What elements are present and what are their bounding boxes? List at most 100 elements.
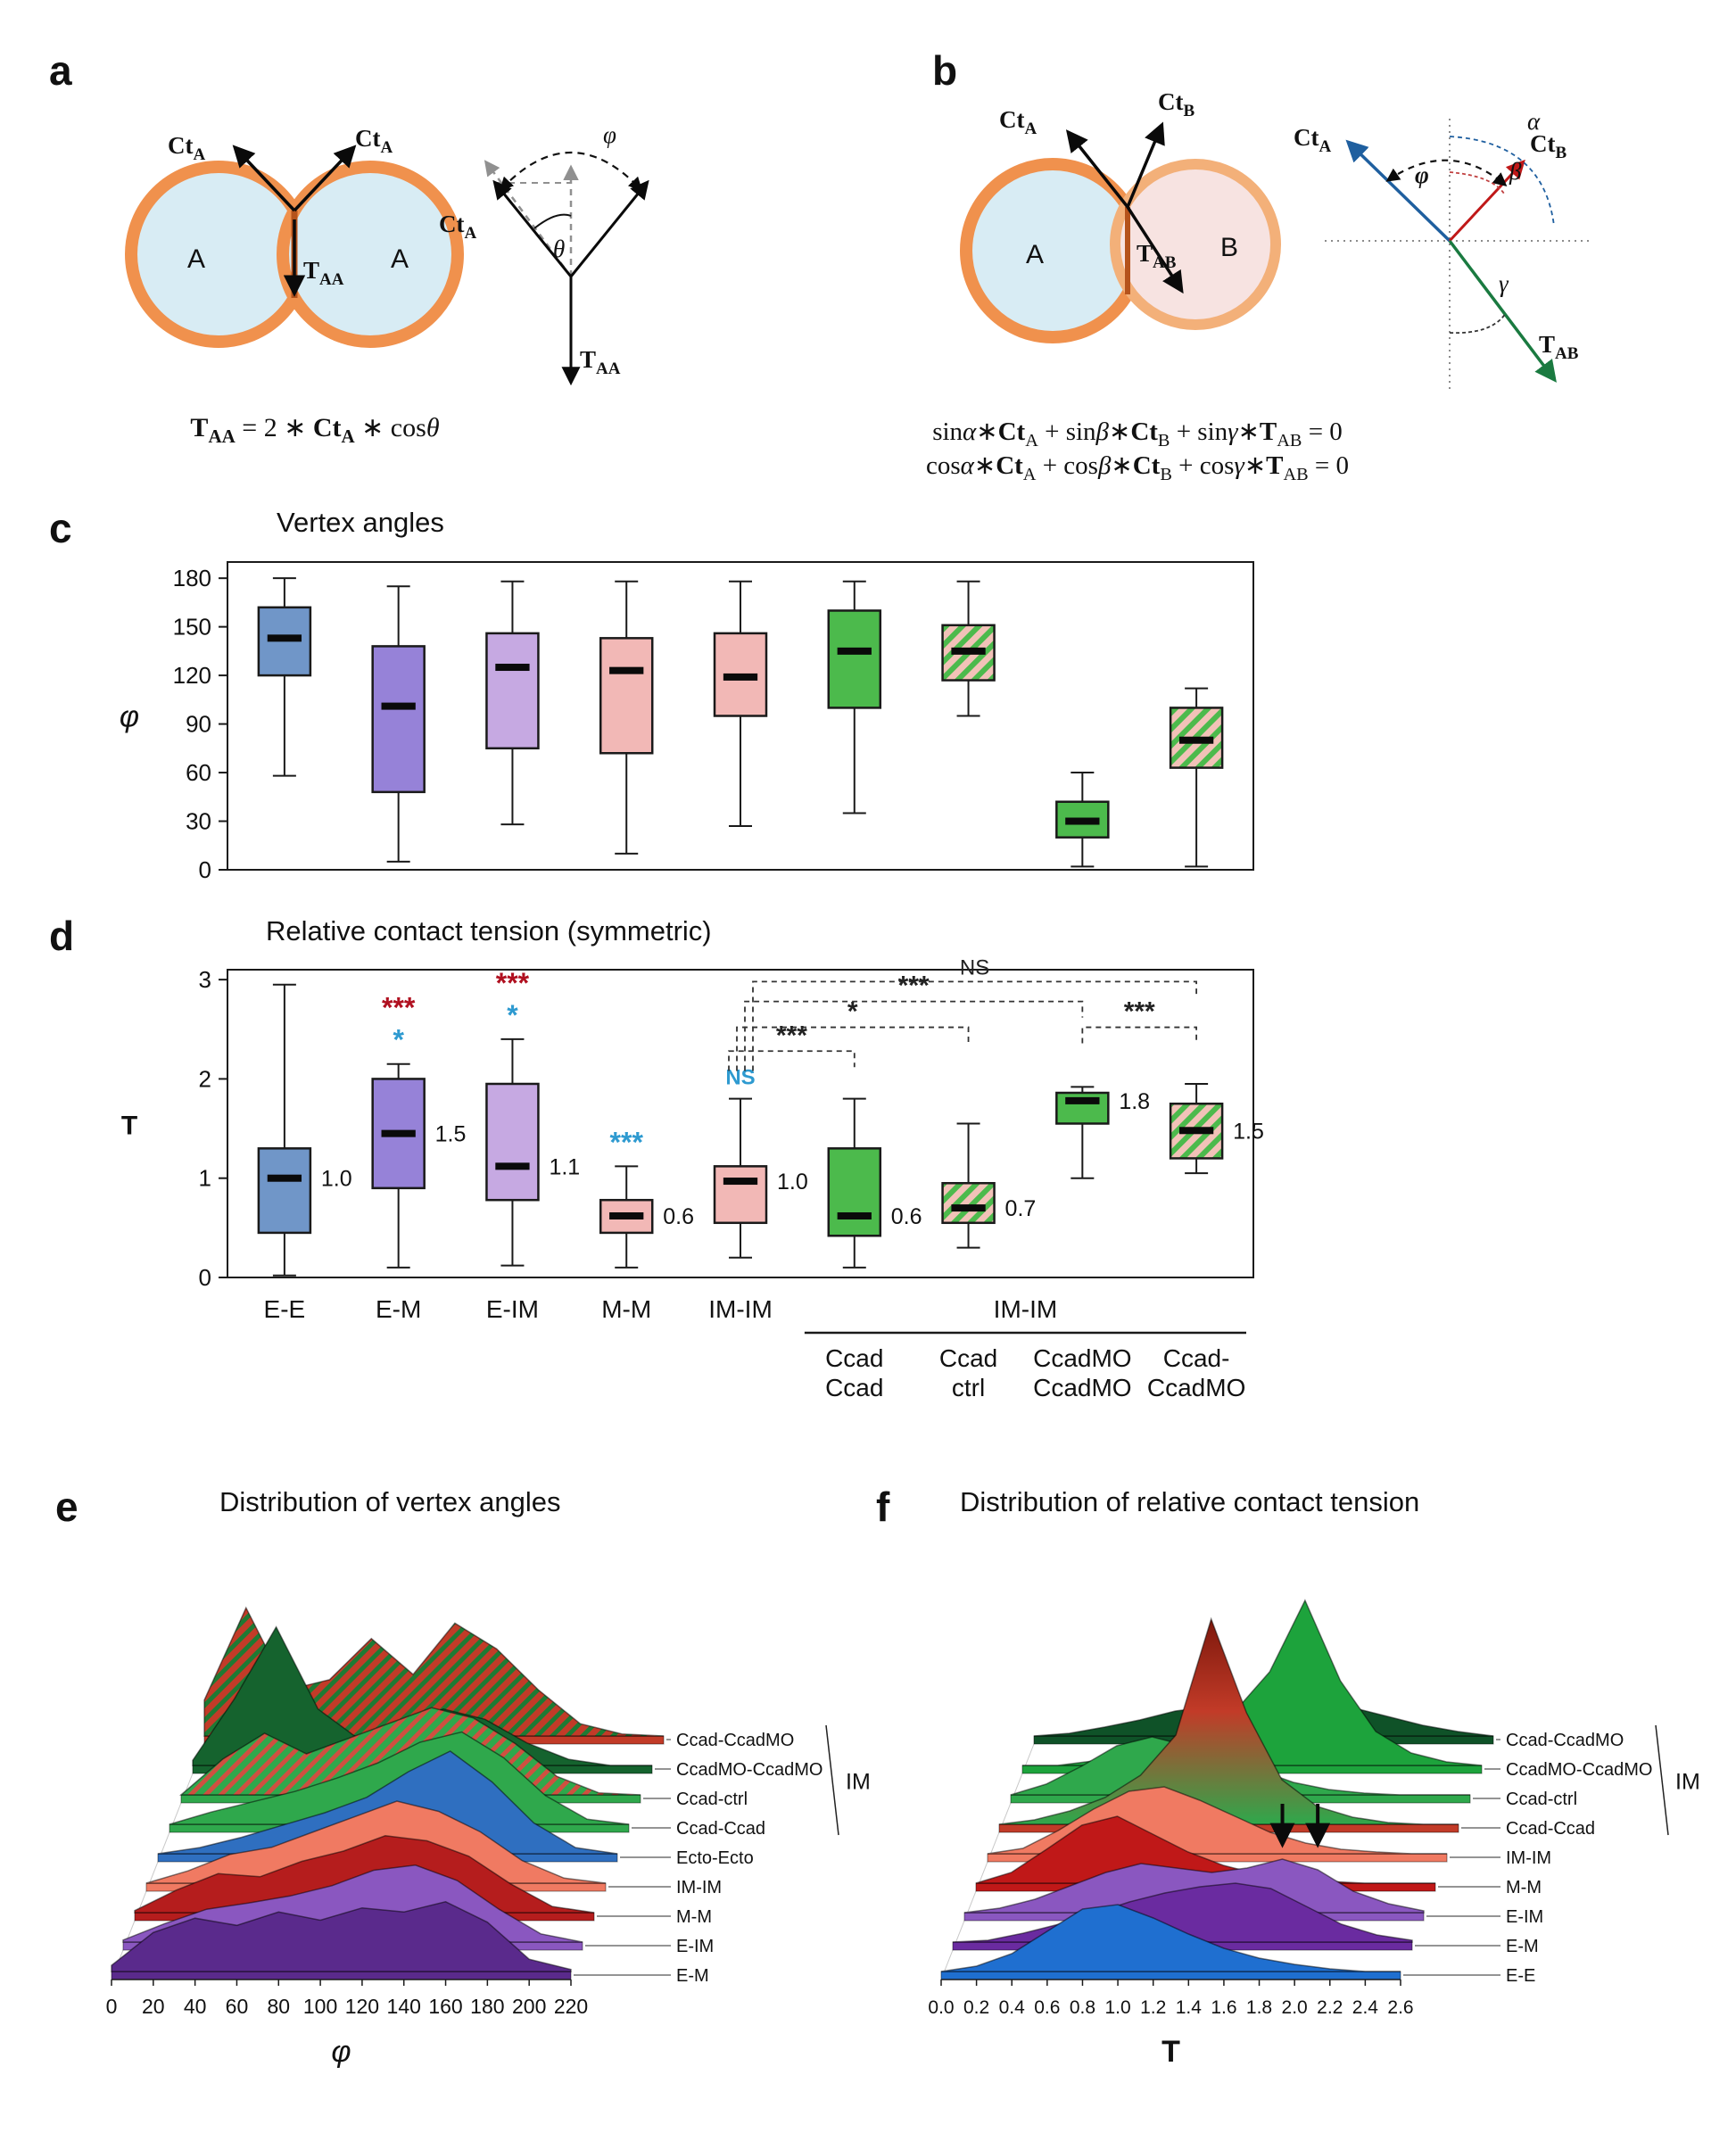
box-E-E: 1.0 [257, 983, 352, 1277]
equation-segment: AB [1277, 430, 1302, 451]
ridge-label: Ccad-ctrl [1506, 1790, 1577, 1809]
x-axis-label: T [1161, 2035, 1180, 2069]
x-category-label: M-M [601, 1295, 651, 1323]
group-sublabel: Ccad [939, 1344, 997, 1372]
ridgeplot-f: Ccad-CcadMO CcadMO-CcadMO Ccad-ctrl Ccad-Cc… [928, 1599, 1700, 2069]
panel-e-letter: e [55, 1484, 79, 1530]
ctA-vector-left [232, 145, 296, 212]
tAA-label: TAA [303, 257, 344, 289]
equation-b2: cosα∗CtA + cosβ∗CtB + cosγ∗TAB = 0 [847, 450, 1427, 485]
equation-segment: Ct [1130, 417, 1158, 446]
median-value-label: 1.5 [435, 1122, 467, 1147]
iqr-box [599, 637, 654, 755]
x-tick-label: 2.6 [1387, 1997, 1413, 2018]
group-sublabel: Ccad [825, 1374, 883, 1401]
plot-border [227, 561, 1254, 871]
x-tick-label: 100 [303, 1995, 337, 2018]
y-tick-label: 90 [186, 711, 211, 738]
median-bar [381, 702, 416, 710]
ridge-row-E-E: E-E [940, 1904, 1535, 1986]
iqr-box [827, 609, 882, 709]
x-tick-label: 2.2 [1317, 1997, 1343, 2018]
panel-c-title: Vertex angles [277, 507, 444, 538]
median-bar [495, 664, 530, 672]
beta-arc [1449, 171, 1505, 194]
ctA-colored-label: CtA [1294, 124, 1332, 156]
ridge-curve [975, 1815, 1435, 1884]
im-bracket-label: IM [1675, 1770, 1700, 1795]
equation-segment: A [1025, 430, 1038, 451]
box-Ccad-Ccad [827, 580, 882, 814]
boxplot-c: 0 30 60 90 120 150 180 φ [120, 561, 1254, 883]
equation-segment: θ [426, 413, 440, 442]
y-tick-label: 0 [199, 856, 211, 883]
median-value-label: 0.6 [891, 1204, 922, 1229]
equation-segment: B [1160, 464, 1172, 484]
im-bracket-line [825, 1724, 839, 1836]
y-tick-label: 2 [199, 1065, 211, 1092]
ctA-vector [1065, 129, 1129, 209]
equation-segment: T [190, 413, 209, 442]
equation-segment: Ct [1132, 451, 1161, 480]
box-E-IM [485, 580, 540, 826]
ctA-vector-right [293, 145, 357, 212]
cell-doublet-b: CtA CtB TAB A B [960, 88, 1281, 343]
y-tick-label: 60 [186, 759, 211, 786]
im-bracket-line [1655, 1724, 1669, 1836]
equation-segment: T [1259, 417, 1277, 446]
ridge-label: IM-IM [1506, 1848, 1551, 1868]
vertex-angle-distribution-plot: Ccad-CcadMO CcadMO-CcadMO Ccad-ctrl Ccad-Cc… [106, 1606, 871, 2069]
significance-label: *** [496, 967, 530, 999]
vector-diagram-a: φ θ CtA TAA [439, 121, 649, 386]
ctA-label: CtA [999, 106, 1037, 138]
ctA-vector-diagram-right [569, 179, 649, 277]
y-axis-label: T [121, 1112, 137, 1141]
ridge-curve [940, 1904, 1401, 1972]
x-tick-label: 0.8 [1070, 1997, 1095, 2018]
vertex-angles-boxplot: 0 30 60 90 120 150 180 φ [120, 561, 1254, 883]
equation-segment: γ [1234, 451, 1244, 480]
panel-b-diagram: CtA CtB TAB A B φ α β γ CtA CtB TAB [960, 88, 1592, 393]
tAA-diagram-label: TAA [580, 346, 621, 378]
y-tick-label: 3 [199, 966, 211, 993]
ridge-band [940, 1971, 1401, 1980]
panel-e-title: Distribution of vertex angles [219, 1486, 561, 1517]
iqr-box [827, 1147, 882, 1237]
x-axis-label: φ [331, 2035, 351, 2069]
y-tick-label: 0 [199, 1264, 211, 1291]
significance-label: * [393, 1024, 404, 1056]
bracket-label: *** [898, 971, 930, 1001]
group-sublabel: Ccad [825, 1344, 883, 1372]
x-tick-label: 180 [470, 1995, 504, 2018]
ctB-vector [1126, 121, 1165, 208]
ctB-label: CtB [1158, 88, 1195, 120]
tAB-label: TAB [1137, 240, 1177, 272]
median-value-label: 1.5 [1233, 1119, 1264, 1144]
bracket-label: NS [960, 956, 989, 980]
tAB-colored-vector [1448, 239, 1557, 383]
x-tick-label: 1.4 [1176, 1997, 1203, 2018]
equation-segment: + cos [1036, 451, 1098, 480]
equation-segment: Ct [997, 417, 1026, 446]
ridge-curve [157, 1750, 618, 1855]
box-Ccad-ctrl [941, 580, 996, 717]
group-sublabel: CcadMO [1033, 1344, 1131, 1372]
equation-segment: T [1266, 451, 1284, 480]
box-Ccad-CcadMO: 1.5 [1169, 1082, 1264, 1175]
iqr-box [941, 1182, 996, 1225]
equation-segment: ∗ [1111, 451, 1133, 480]
median-value-label: 1.0 [321, 1167, 352, 1192]
median-value-label: 1.0 [777, 1170, 808, 1194]
median-bar [837, 647, 872, 655]
ctA-label-right: CtA [355, 125, 393, 157]
equation-segment: Ct [312, 413, 342, 442]
vector-diagram-b: φ α β γ CtA CtB TAB [1294, 108, 1592, 393]
gamma-arc [1449, 312, 1507, 335]
y-tick-label: 30 [186, 808, 211, 835]
median-bar [1065, 1096, 1100, 1104]
equation-segment: ∗ [1244, 451, 1267, 480]
iqr-box [485, 1082, 540, 1202]
box-IM-IM [713, 580, 768, 827]
x-tick-label: 1.8 [1246, 1997, 1272, 2018]
x-tick-label: 60 [226, 1995, 249, 2018]
